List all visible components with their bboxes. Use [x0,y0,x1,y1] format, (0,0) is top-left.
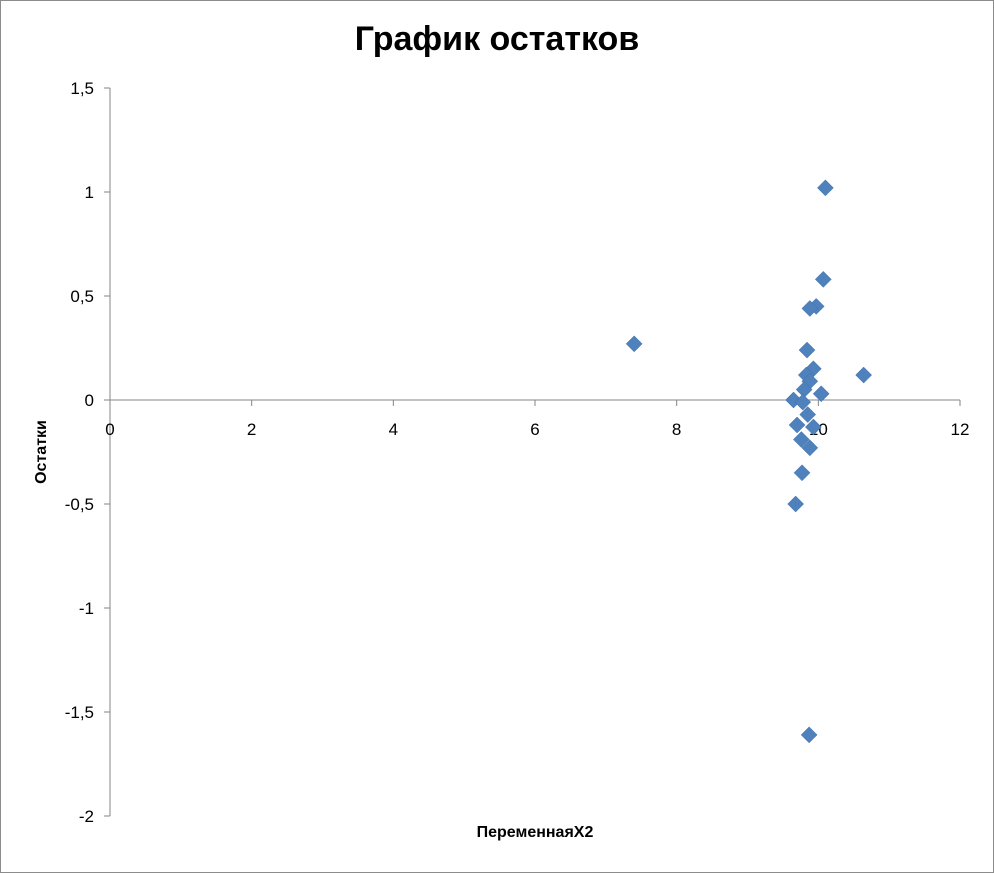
data-point [805,418,822,436]
x-axis-title: ПеременнаяX2 [476,824,594,841]
y-tick-label: 1 [85,183,94,202]
data-point [855,366,873,384]
data-point [801,300,819,317]
data-point [798,341,816,359]
y-tick-label: -2 [79,807,94,826]
data-point [799,406,817,423]
data-point [794,393,812,411]
data-point [788,416,806,434]
y-axis-title: Остатки [33,420,50,484]
y-tick-label: 0 [85,391,94,410]
data-point [793,464,811,482]
data-point [817,179,834,197]
x-tick-label: 2 [247,420,256,439]
data-point [625,335,643,353]
chart-title: График остатков [354,20,640,58]
y-tick-label: 1,5 [70,79,94,98]
x-tick-label: 12 [951,420,970,439]
tick-labels: 1,510,50-0,5-1-1,5-2024681012 [65,79,970,826]
y-tick-label: 0,5 [70,287,94,306]
data-point [787,495,805,513]
data-point [812,385,830,403]
y-tick-label: -1,5 [65,703,94,722]
data-point [814,271,832,288]
data-points [625,179,873,744]
y-tick-label: -0,5 [65,495,94,514]
x-tick-label: 0 [105,420,114,439]
data-point [792,431,810,448]
data-point [801,439,819,457]
y-tick-label: -1 [79,599,94,618]
x-tick-label: 6 [530,420,539,439]
data-point [800,726,818,744]
x-tick-label: 4 [389,420,398,439]
x-tick-label: 8 [672,420,681,439]
axes [104,87,961,817]
